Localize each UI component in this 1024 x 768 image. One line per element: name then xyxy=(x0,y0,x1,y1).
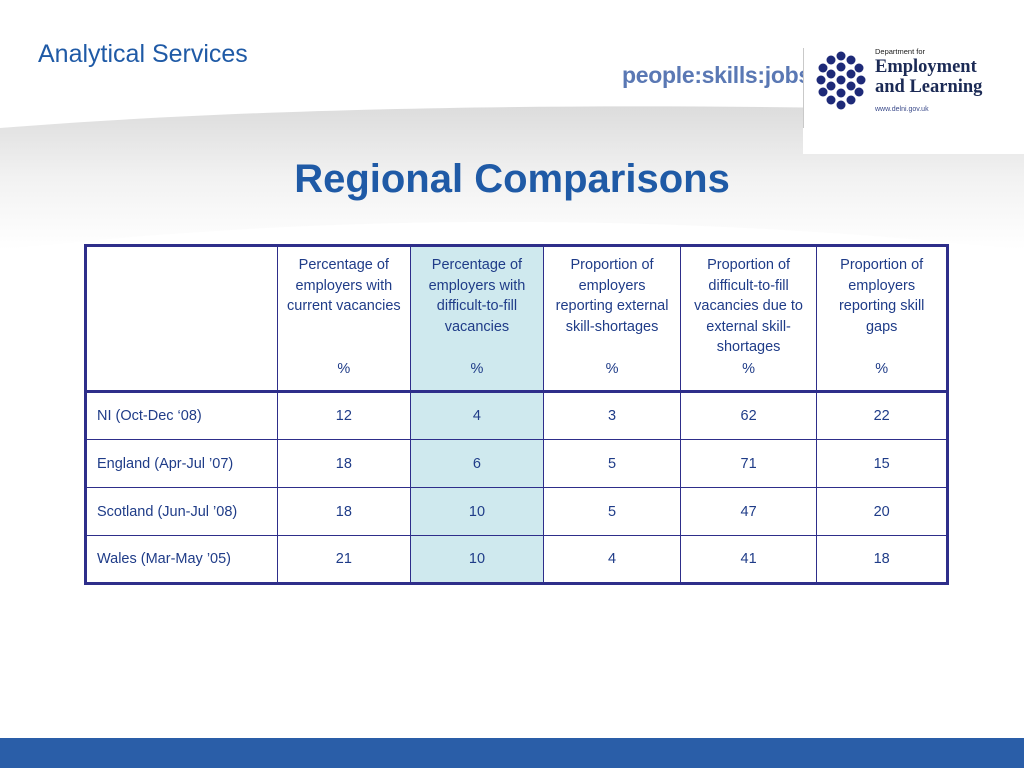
column-header-unit: % xyxy=(605,361,619,377)
column-header-unit: % xyxy=(742,361,756,377)
column-header-dtf-due-to-shortages: Proportion of difficult-to-fill vacancie… xyxy=(679,245,818,392)
table-cell: 18 xyxy=(277,487,411,536)
table-cell: 21 xyxy=(277,535,411,584)
column-header-difficult-to-fill: Percentage of employers with difficult-t… xyxy=(409,245,545,392)
column-header-label: Percentage of employers with difficult-t… xyxy=(428,257,526,335)
logo-dept-label: Department for xyxy=(875,47,926,56)
logo-separator xyxy=(803,48,804,128)
table-cell: 10 xyxy=(409,487,545,536)
row-region-label: Wales (Mar-May ’05) xyxy=(84,535,279,584)
tagline: people:skills:jobs: xyxy=(622,62,819,88)
row-region-label: Scotland (Jun-Jul ’08) xyxy=(84,487,279,536)
column-header-external-skill-shortages: Proportion of employers reporting extern… xyxy=(543,245,681,392)
table-cell: 71 xyxy=(679,439,818,488)
table-cell: 12 xyxy=(277,391,411,440)
regional-comparison-table: Percentage of employers with current vac… xyxy=(84,244,949,585)
table-cell: 4 xyxy=(543,535,681,584)
table-cell: 10 xyxy=(409,535,545,584)
table-cell: 62 xyxy=(679,391,818,440)
row-region-label: England (Apr-Jul ’07) xyxy=(84,439,279,488)
section-title: Analytical Services xyxy=(38,40,248,68)
column-header-skill-gaps: Proportion of employers reporting skill … xyxy=(816,245,948,392)
column-header-unit: % xyxy=(875,361,889,377)
footer-bar xyxy=(0,738,1024,768)
table-row-ni: NI (Oct-Dec ‘08) 12 4 3 62 22 xyxy=(84,391,948,440)
table-cell: 20 xyxy=(816,487,948,536)
table-cell: 18 xyxy=(816,535,948,584)
table-cell: 6 xyxy=(409,439,545,488)
column-header-region xyxy=(84,245,279,392)
table-cell: 22 xyxy=(816,391,948,440)
table-header-row: Percentage of employers with current vac… xyxy=(84,245,948,392)
table-cell: 3 xyxy=(543,391,681,440)
page-title: Regional Comparisons xyxy=(294,157,730,201)
table-cell: 18 xyxy=(277,439,411,488)
table-cell: 5 xyxy=(543,439,681,488)
column-header-label: Proportion of difficult-to-fill vacancie… xyxy=(694,257,803,355)
column-header-current-vacancies: Percentage of employers with current vac… xyxy=(277,245,411,392)
column-header-label: Proportion of employers reporting extern… xyxy=(555,257,669,335)
logo-url: www.delni.gov.uk xyxy=(875,106,929,113)
table-row-england: England (Apr-Jul ’07) 18 6 5 71 15 xyxy=(84,439,948,488)
table-cell: 41 xyxy=(679,535,818,584)
logo-name: Employment and Learning xyxy=(875,57,983,97)
table-cell: 4 xyxy=(409,391,545,440)
column-header-unit: % xyxy=(470,361,484,377)
table-cell: 47 xyxy=(679,487,818,536)
department-logo: Department for Employment and Learning w… xyxy=(803,40,1024,154)
column-header-label: Percentage of employers with current vac… xyxy=(287,257,401,314)
column-header-unit: % xyxy=(337,361,351,377)
table-cell: 5 xyxy=(543,487,681,536)
table-row-wales: Wales (Mar-May ’05) 21 10 4 41 18 xyxy=(84,535,948,584)
column-header-label: Proportion of employers reporting skill … xyxy=(838,257,925,335)
hexagon-emblem-icon xyxy=(816,51,866,110)
row-region-label: NI (Oct-Dec ‘08) xyxy=(84,391,279,440)
table-row-scotland: Scotland (Jun-Jul ’08) 18 10 5 47 20 xyxy=(84,487,948,536)
table-cell: 15 xyxy=(816,439,948,488)
